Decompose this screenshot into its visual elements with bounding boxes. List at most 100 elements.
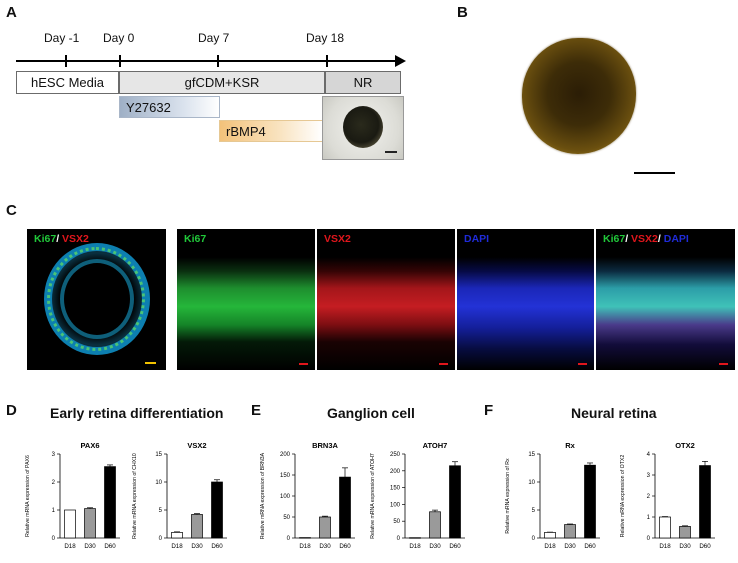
chart-title: PAX6	[80, 441, 99, 450]
media-label: gfCDM+KSR	[184, 75, 260, 90]
chart-title: BRN3A	[312, 441, 338, 450]
bar	[64, 509, 76, 539]
scale-bar	[634, 172, 675, 174]
panel-label-d: D	[6, 402, 17, 419]
stain-label: VSX2	[324, 233, 351, 245]
x-tick-label: D30	[564, 543, 576, 550]
x-tick-label: D60	[211, 543, 223, 550]
y-tick-label: 1	[52, 508, 56, 514]
x-tick-label: D60	[449, 543, 461, 550]
y-tick-label: 150	[280, 473, 291, 479]
bar	[429, 511, 441, 539]
chart-title: Rx	[565, 441, 575, 450]
scale-bar	[578, 363, 587, 365]
y-tick-label: 50	[283, 515, 290, 521]
y-tick-label: 0	[159, 536, 163, 542]
y-tick-label: 5	[159, 508, 163, 514]
media-label: NR	[353, 75, 373, 90]
y-tick-label: 100	[390, 502, 401, 508]
x-tick-label: D18	[171, 543, 183, 550]
y-axis-label: Relative mRNA expression of ATOH7	[370, 453, 376, 539]
bar	[659, 516, 671, 539]
timeline-tick	[119, 55, 121, 67]
bar	[191, 514, 203, 539]
day-label: Day 0	[103, 31, 135, 45]
day-label: Day 18	[306, 31, 345, 45]
x-tick-label: D60	[584, 543, 596, 550]
y-axis-label: Relative mRNA expression of BRN3A	[260, 452, 266, 539]
media-box-hesc: hESC Media	[16, 71, 119, 94]
y-axis-label: Relative mRNA expression of PAX6	[25, 455, 31, 537]
timeline-arrowhead	[395, 55, 406, 67]
fluorescence-merge-image: Ki67/ VSX2/ DAPI	[596, 229, 735, 370]
y-tick-label: 5	[532, 508, 536, 514]
scale-bar	[719, 363, 728, 365]
factor-label: rBMP4	[226, 123, 266, 139]
bar	[319, 516, 331, 539]
panel-label-f: F	[484, 402, 494, 419]
y-tick-label: 1	[647, 515, 651, 521]
bar	[584, 464, 596, 539]
bar	[544, 532, 556, 539]
media-label: hESC Media	[31, 75, 104, 90]
bar	[699, 465, 711, 539]
y-tick-label: 0	[52, 536, 56, 542]
panel-label-e: E	[251, 402, 262, 419]
section-title: Neural retina	[571, 405, 657, 421]
x-tick-label: D60	[699, 543, 711, 550]
factor-label: Y27632	[126, 99, 171, 115]
panel-label-a: A	[6, 4, 17, 21]
stain-label: Ki67/ VSX2	[34, 233, 89, 245]
chart-title: OTX2	[675, 441, 695, 450]
scale-bar	[145, 362, 156, 364]
panel-label-c: C	[6, 202, 17, 219]
y-tick-label: 15	[155, 452, 162, 458]
x-tick-label: D30	[679, 543, 691, 550]
organoid-brightfield-image	[522, 38, 636, 154]
chart-title: ATOH7	[423, 441, 448, 450]
factor-box-y27632: Y27632	[119, 96, 220, 118]
x-tick-label: D30	[429, 543, 441, 550]
stain-label: Ki67/ VSX2/ DAPI	[603, 233, 689, 245]
section-title: Early retina differentiation	[50, 405, 224, 421]
fluorescence-vsx2-image: VSX2	[317, 229, 455, 370]
bar-chart-pax6: PAX6 Relative mRNA expression of PAX6 0 1 2 3…	[25, 441, 120, 550]
fluorescence-overview-image: Ki67/ VSX2	[27, 229, 166, 370]
x-tick-label: D30	[191, 543, 203, 550]
day-label: Day 7	[198, 31, 230, 45]
day-label: Day -1	[44, 31, 80, 45]
bar	[449, 465, 461, 539]
fluorescence-dapi-image: DAPI	[457, 229, 594, 370]
stain-label: DAPI	[464, 233, 490, 245]
bar-chart-brn3a: BRN3A Relative mRNA expression of BRN3A 0 5…	[260, 441, 355, 550]
x-tick-label: D18	[544, 543, 556, 550]
fluorescence-ki67-image: Ki67	[177, 229, 315, 370]
panel-label-b: B	[457, 4, 468, 21]
y-tick-label: 3	[52, 452, 56, 458]
bar-chart-vsx2: VSX2 Relative mRNA expression of CHX10 0 5 1…	[132, 441, 227, 550]
y-tick-label: 15	[528, 452, 535, 458]
bar	[104, 466, 116, 539]
y-axis-label: Relative mRNA expression of OTX2	[620, 455, 626, 538]
stain-label: Ki67	[184, 233, 207, 245]
x-tick-label: D30	[84, 543, 96, 550]
media-box-gfcdm: gfCDM+KSR	[119, 71, 325, 94]
y-tick-label: 10	[528, 480, 535, 486]
bar	[564, 524, 576, 539]
y-tick-label: 0	[397, 536, 401, 542]
factor-box-rbmp4: rBMP4	[219, 120, 323, 142]
bar	[409, 537, 421, 539]
y-tick-label: 0	[647, 536, 651, 542]
y-tick-label: 250	[390, 452, 401, 458]
scale-bar	[385, 151, 397, 153]
x-tick-label: D30	[319, 543, 331, 550]
y-tick-label: 100	[280, 494, 291, 500]
y-axis-label: Relative mRNA expression of Rx	[505, 458, 511, 534]
x-tick-label: D60	[339, 543, 351, 550]
timeline-tick	[217, 55, 219, 67]
bar	[299, 537, 311, 539]
bar-chart-otx2: OTX2 Relative mRNA expression of OTX2 0 1 2 3…	[620, 441, 715, 550]
bar	[171, 532, 183, 539]
chart-title: VSX2	[187, 441, 206, 450]
media-box-nr: NR	[325, 71, 401, 94]
